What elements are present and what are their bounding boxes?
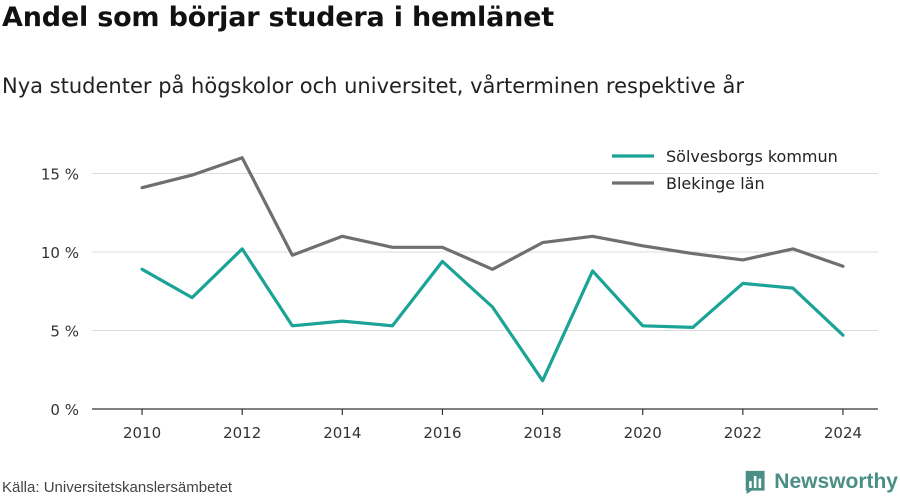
y-tick-label: 15 % <box>41 166 79 184</box>
bar-chart-icon <box>745 470 765 495</box>
chart-subtitle: Nya studenter på högskolor och universit… <box>2 74 744 98</box>
x-tick-label: 2020 <box>624 424 662 442</box>
legend-label: Blekinge län <box>666 174 765 193</box>
x-tick-label: 2012 <box>223 424 261 442</box>
x-tick-label: 2022 <box>724 424 762 442</box>
y-tick-label: 0 % <box>50 401 79 419</box>
y-tick-label: 10 % <box>41 244 79 262</box>
x-tick-label: 2024 <box>824 424 862 442</box>
x-tick-label: 2016 <box>423 424 461 442</box>
series-line-1 <box>140 156 845 271</box>
y-tick-label: 5 % <box>50 323 79 341</box>
legend-label: Sölvesborgs kommun <box>666 147 838 166</box>
chart-title: Andel som börjar studera i hemlänet <box>2 2 554 33</box>
x-tick-label: 2010 <box>123 424 161 442</box>
x-tick-label: 2018 <box>523 424 561 442</box>
source-note: Källa: Universitetskanslersämbetet <box>2 479 233 496</box>
brand-logo: Newsworthy <box>744 466 898 498</box>
series-line-0 <box>140 247 845 383</box>
brand-name: Newsworthy <box>774 470 898 493</box>
x-tick-label: 2014 <box>323 424 361 442</box>
